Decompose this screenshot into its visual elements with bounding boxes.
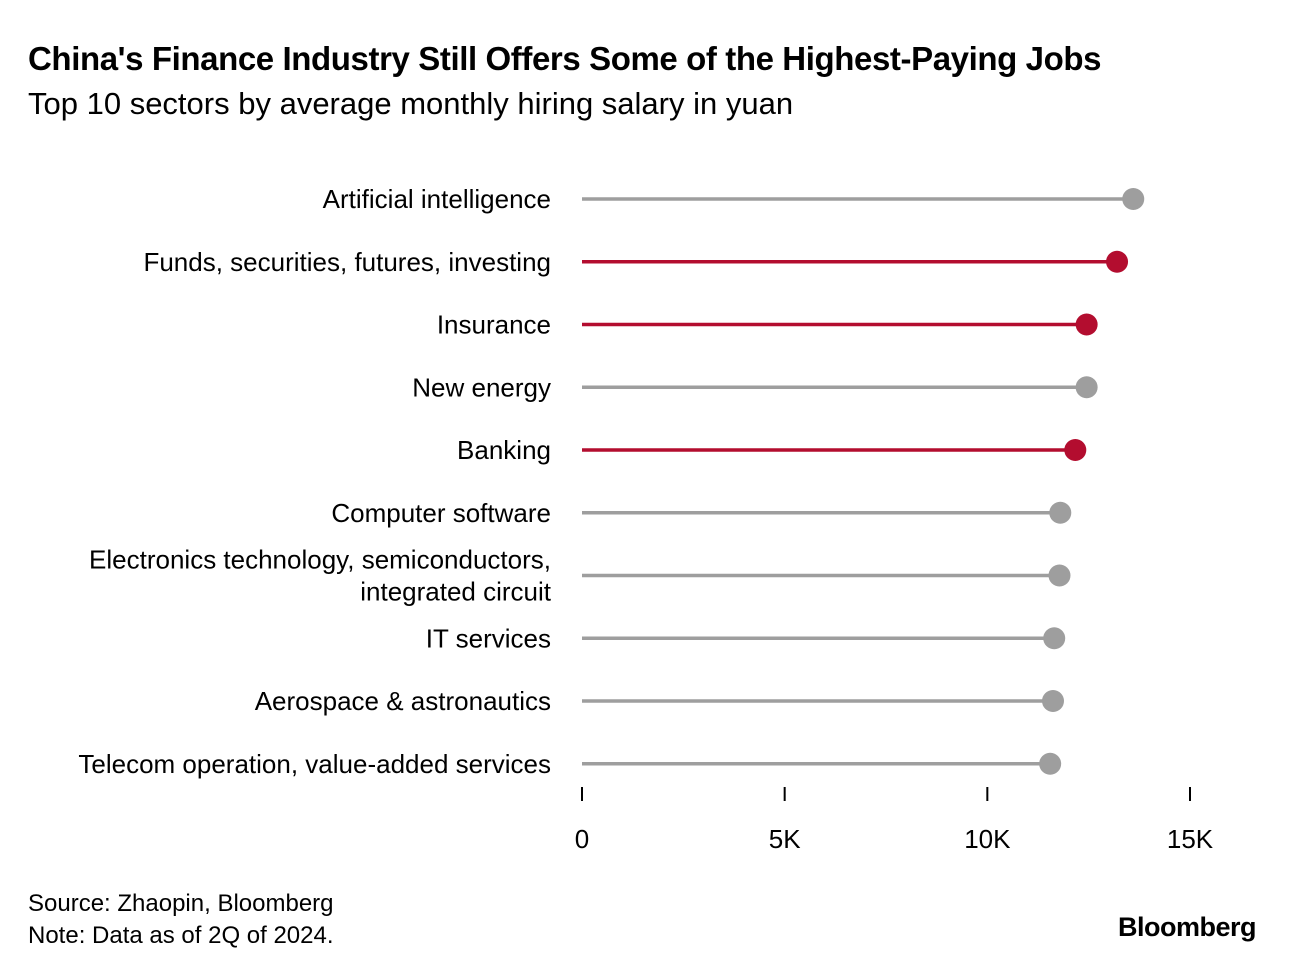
category-label-line: IT services — [426, 623, 551, 653]
x-axis: 0 5K 10K 15K — [575, 787, 1214, 854]
category-label-line: Banking — [457, 435, 551, 465]
chart-row: Aerospace & astronautics — [255, 686, 1064, 716]
category-label: IT services — [426, 623, 551, 653]
category-label: Computer software — [331, 498, 551, 528]
x-tick-label: 15K — [1167, 824, 1214, 854]
lollipop-dot — [1106, 250, 1129, 273]
category-label: New energy — [412, 372, 551, 402]
x-tick-label: 0 — [575, 824, 589, 854]
category-label-line: Computer software — [331, 498, 551, 528]
source-note: Source: Zhaopin, Bloomberg — [28, 890, 334, 917]
category-label: Insurance — [437, 310, 551, 340]
category-label: Electronics technology, semiconductors, i… — [89, 545, 552, 607]
data-note: Note: Data as of 2Q of 2024. — [28, 922, 334, 949]
category-label: Artificial intelligence — [323, 184, 551, 214]
chart-row: Telecom operation, value-added services — [78, 749, 1062, 779]
lollipop-dot — [1075, 313, 1098, 336]
x-tick-label: 5K — [769, 824, 801, 854]
category-label: Funds, securities, futures, investing — [143, 247, 551, 277]
chart-row: IT services — [426, 623, 1066, 653]
lollipop-dot — [1122, 188, 1145, 210]
chart-row: Computer software — [331, 498, 1072, 528]
category-label-line: Aerospace & astronautics — [255, 686, 551, 716]
category-label-line: Artificial intelligence — [323, 184, 551, 214]
x-tick-label: 10K — [964, 824, 1011, 854]
category-label: Telecom operation, value-added services — [78, 749, 551, 779]
category-label: Banking — [457, 435, 551, 465]
chart-subtitle: Top 10 sectors by average monthly hiring… — [28, 86, 794, 121]
lollipop-dot — [1039, 752, 1062, 775]
lollipop-dot — [1043, 627, 1066, 650]
category-label-line: Insurance — [437, 310, 551, 340]
chart-row: Electronics technology, semiconductors, i… — [89, 545, 1071, 607]
category-label-line: New energy — [412, 372, 551, 402]
chart-row: Artificial intelligence — [323, 184, 1145, 214]
chart-row: New energy — [412, 372, 1098, 402]
chart-title: China's Finance Industry Still Offers So… — [28, 40, 1102, 77]
chart-rows: Artificial intelligence Funds, securities… — [78, 184, 1145, 779]
lollipop-dot — [1048, 564, 1071, 587]
category-label-line: Telecom operation, value-added services — [78, 749, 551, 779]
bloomberg-logo: Bloomberg — [1117, 912, 1257, 942]
lollipop-dot — [1049, 501, 1072, 524]
chart-row: Insurance — [437, 310, 1098, 340]
category-label-line: Funds, securities, futures, investing — [143, 247, 551, 277]
lollipop-dot — [1041, 690, 1064, 712]
chart-row: Banking — [457, 435, 1087, 465]
lollipop-dot — [1075, 376, 1098, 399]
category-label-line: integrated circuit — [360, 577, 552, 607]
category-label: Aerospace & astronautics — [255, 686, 551, 716]
lollipop-chart: Artificial intelligence Funds, securities… — [78, 184, 1214, 854]
chart-row: Funds, securities, futures, investing — [143, 247, 1129, 277]
category-label-line: Electronics technology, semiconductors, — [89, 545, 551, 575]
lollipop-dot — [1064, 439, 1087, 461]
